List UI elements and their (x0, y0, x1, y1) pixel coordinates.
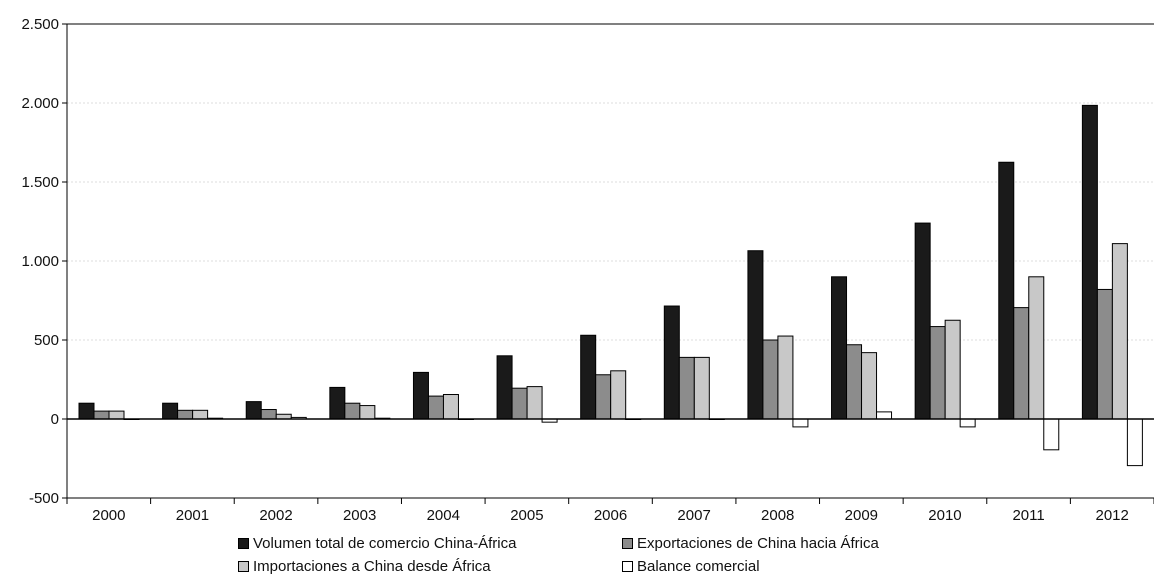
grid-lines (67, 24, 1154, 340)
bar (428, 396, 443, 419)
bar (1044, 419, 1059, 450)
bar (596, 375, 611, 419)
bar (832, 277, 847, 419)
y-tick-label: 2.500 (21, 16, 59, 33)
bar (664, 306, 679, 419)
y-tick-label: 1.500 (21, 174, 59, 191)
x-tick-label: 2008 (761, 507, 794, 524)
bar (261, 410, 276, 419)
x-tick-label: 2003 (343, 507, 376, 524)
bar (793, 419, 808, 427)
bar (1127, 419, 1142, 466)
bar (1112, 244, 1127, 419)
x-tick-label: 2009 (845, 507, 878, 524)
x-tick-label: 2006 (594, 507, 627, 524)
x-tick-label: 2012 (1096, 507, 1129, 524)
bar (778, 336, 793, 419)
legend-swatch (238, 538, 249, 549)
x-tick-label: 2011 (1012, 507, 1044, 524)
bar (330, 387, 345, 419)
bar (443, 395, 458, 419)
bar (847, 345, 862, 419)
bar (178, 410, 193, 419)
bar (1029, 277, 1044, 419)
y-tick-label: 1.000 (21, 253, 59, 270)
y-tick-label: 500 (34, 332, 59, 349)
bar (581, 335, 596, 419)
bar (877, 412, 892, 419)
legend-label: Importaciones a China desde África (253, 558, 491, 575)
bar (79, 403, 94, 419)
bar (360, 406, 375, 419)
bar (527, 387, 542, 419)
bar (862, 353, 877, 419)
bar (246, 402, 261, 419)
bar (1082, 105, 1097, 419)
x-tick-label: 2007 (677, 507, 710, 524)
legend-item-exportaciones: Exportaciones de China hacia África (622, 535, 879, 552)
bar (1014, 308, 1029, 419)
bar (1097, 289, 1112, 419)
legend-item-volumen-total: Volumen total de comercio China-África (238, 535, 516, 552)
y-tick-label: -500 (29, 490, 59, 507)
bar (497, 356, 512, 419)
legend-swatch (238, 561, 249, 572)
bar (193, 410, 208, 419)
bar (915, 223, 930, 419)
bar (748, 251, 763, 419)
x-tick-label: 2004 (427, 507, 460, 524)
legend-item-importaciones: Importaciones a China desde África (238, 558, 491, 575)
x-tick-label: 2002 (259, 507, 292, 524)
x-tick-label: 2001 (176, 507, 209, 524)
legend-item-balance-comercial: Balance comercial (622, 558, 760, 575)
axes (62, 24, 1154, 504)
bar (945, 320, 960, 419)
bar (763, 340, 778, 419)
bar (611, 371, 626, 419)
bar (679, 357, 694, 419)
legend-swatch (622, 561, 633, 572)
bars (79, 105, 1142, 465)
bar (694, 357, 709, 419)
x-tick-label: 2010 (928, 507, 961, 524)
legend-label: Volumen total de comercio China-África (253, 535, 516, 552)
legend-swatch (622, 538, 633, 549)
tick-labels: -500 0 500 1.000 1.500 2.000 2.500 2000 2001 2002… (21, 16, 1128, 524)
bar (999, 162, 1014, 419)
bar (512, 388, 527, 419)
x-tick-label: 2005 (510, 507, 543, 524)
legend-label: Exportaciones de China hacia África (637, 535, 879, 552)
bar (413, 372, 428, 419)
bar (109, 411, 124, 419)
bar (960, 419, 975, 427)
x-tick-label: 2000 (92, 507, 125, 524)
bar (930, 327, 945, 419)
bar (94, 411, 109, 419)
y-tick-label: 0 (51, 411, 59, 428)
legend-label: Balance comercial (637, 558, 760, 575)
bar (163, 403, 178, 419)
y-tick-label: 2.000 (21, 95, 59, 112)
bar (345, 403, 360, 419)
